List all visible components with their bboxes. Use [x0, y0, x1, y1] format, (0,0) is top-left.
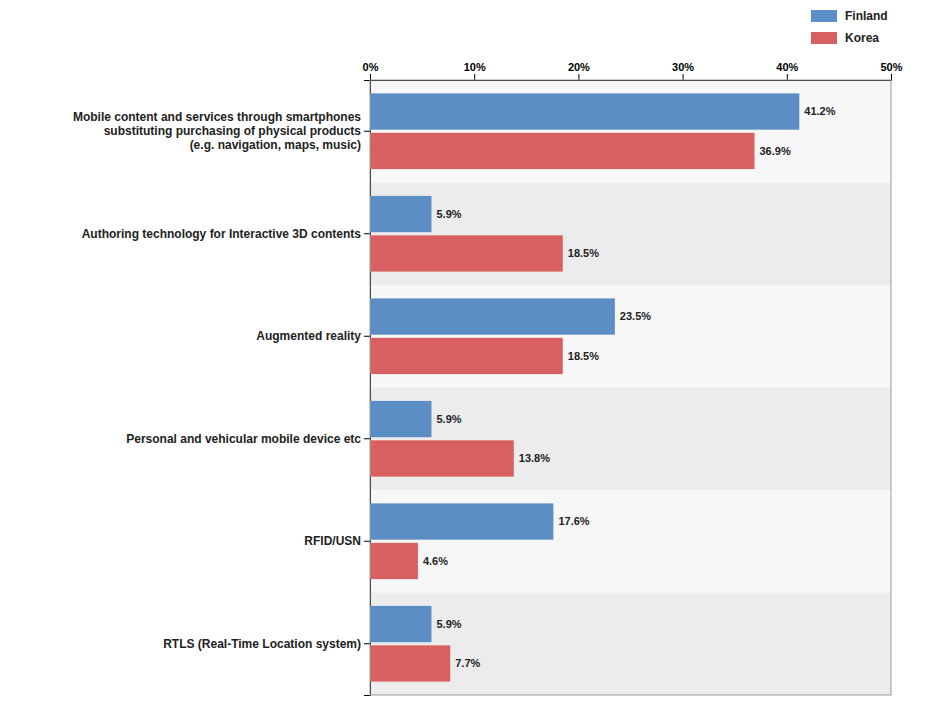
y-tick-label-line: substituting purchasing of physical prod… — [104, 124, 362, 138]
row-band — [370, 285, 891, 388]
y-tick-mark — [364, 541, 370, 542]
y-tick-label-line: Augmented reality — [256, 329, 361, 343]
bar — [370, 93, 799, 129]
bar — [370, 401, 431, 437]
x-tick: 50% — [880, 61, 902, 80]
y-tick-label: RTLS (Real-Time Location system) — [163, 637, 361, 651]
data-label: 36.9% — [759, 145, 790, 157]
y-tick-label-line: Mobile content and services through smar… — [73, 110, 361, 124]
x-tick-label: 10% — [464, 61, 486, 73]
row-bands — [370, 80, 891, 695]
y-tick-label-line: (e.g. navigation, maps, music) — [190, 138, 361, 152]
x-tick-mark — [683, 74, 684, 80]
data-label: 18.5% — [568, 247, 599, 259]
plot: 0% 10% 20% 30% 40% 50% Mobile content and serv… — [73, 61, 903, 696]
row-band — [370, 593, 891, 696]
x-tick: 20% — [568, 61, 590, 80]
y-tick-mark — [364, 131, 370, 132]
x-tick: 40% — [776, 61, 798, 80]
bar — [370, 606, 431, 642]
x-tick-label: 20% — [568, 61, 590, 73]
y-tick-label-line: RTLS (Real-Time Location system) — [163, 637, 361, 651]
bar — [370, 133, 754, 169]
bar — [370, 645, 450, 681]
row-band — [370, 183, 891, 286]
legend-item: Korea — [811, 31, 879, 45]
row-band — [370, 80, 891, 183]
y-tick-label: Personal and vehicular mobile device etc — [126, 432, 361, 446]
x-tick: 10% — [464, 61, 486, 80]
x-tick-label: 50% — [880, 61, 902, 73]
bar — [370, 298, 615, 334]
legend: Finland Korea — [811, 9, 888, 45]
data-label: 5.9% — [436, 208, 461, 220]
y-tick: RFID/USN — [304, 534, 370, 548]
bar — [370, 440, 514, 476]
legend-item: Finland — [811, 9, 888, 23]
legend-swatch — [811, 10, 837, 22]
x-tick-mark — [474, 74, 475, 80]
chart: 0% 10% 20% 30% 40% 50% Mobile content and serv… — [0, 0, 951, 715]
row-band — [370, 490, 891, 593]
y-axis: Mobile content and services through smar… — [73, 81, 371, 696]
y-tick-label: Authoring technology for Interactive 3D … — [82, 227, 362, 241]
y-tick-label: Augmented reality — [256, 329, 361, 343]
bar — [370, 543, 418, 579]
y-tick-label-line: Personal and vehicular mobile device etc — [126, 432, 361, 446]
plot-frame — [370, 80, 891, 695]
x-tick-mark — [891, 74, 892, 80]
y-tick-label-line: RFID/USN — [304, 534, 361, 548]
bar — [370, 235, 563, 271]
x-tick: 0% — [363, 61, 379, 80]
y-tick: Augmented reality — [256, 329, 370, 343]
x-tick-label: 40% — [776, 61, 798, 73]
data-label: 13.8% — [519, 452, 550, 464]
data-labels: 41.2% 5.9% 23.5% 5.9% 17.6% 5.9% 36.9% 18.5% 18.… — [423, 105, 836, 669]
y-tick-label-line: Authoring technology for Interactive 3D … — [82, 227, 362, 241]
x-tick-label: 0% — [363, 61, 379, 73]
y-tick-mark — [364, 336, 370, 337]
bars — [370, 93, 799, 681]
y-tick-mark — [364, 643, 370, 644]
legend-label: Finland — [845, 9, 888, 23]
data-label: 7.7% — [455, 657, 480, 669]
data-label: 41.2% — [804, 105, 835, 117]
legend-swatch — [811, 32, 837, 44]
y-tick: Personal and vehicular mobile device etc — [126, 432, 370, 446]
bar — [370, 338, 563, 374]
bar — [370, 196, 431, 232]
x-tick-mark — [578, 74, 579, 80]
data-label: 23.5% — [620, 310, 651, 322]
y-tick: RTLS (Real-Time Location system) — [163, 637, 370, 651]
x-tick: 30% — [672, 61, 694, 80]
x-tick-mark — [787, 74, 788, 80]
row-band — [370, 388, 891, 491]
x-tick-mark — [370, 74, 371, 80]
y-tick: Authoring technology for Interactive 3D … — [82, 227, 370, 241]
y-tick-mark — [364, 438, 370, 439]
data-label: 5.9% — [436, 618, 461, 630]
data-label: 5.9% — [436, 413, 461, 425]
y-tick-label: Mobile content and services through smar… — [73, 110, 361, 152]
legend-label: Korea — [845, 31, 879, 45]
data-label: 17.6% — [558, 515, 589, 527]
y-tick-mark — [364, 233, 370, 234]
y-tick: Mobile content and services through smar… — [73, 110, 370, 152]
x-tick-label: 30% — [672, 61, 694, 73]
data-label: 4.6% — [423, 555, 448, 567]
y-tick-label: RFID/USN — [304, 534, 361, 548]
x-axis: 0% 10% 20% 30% 40% 50% — [363, 61, 903, 81]
bar — [370, 503, 553, 539]
data-label: 18.5% — [568, 350, 599, 362]
